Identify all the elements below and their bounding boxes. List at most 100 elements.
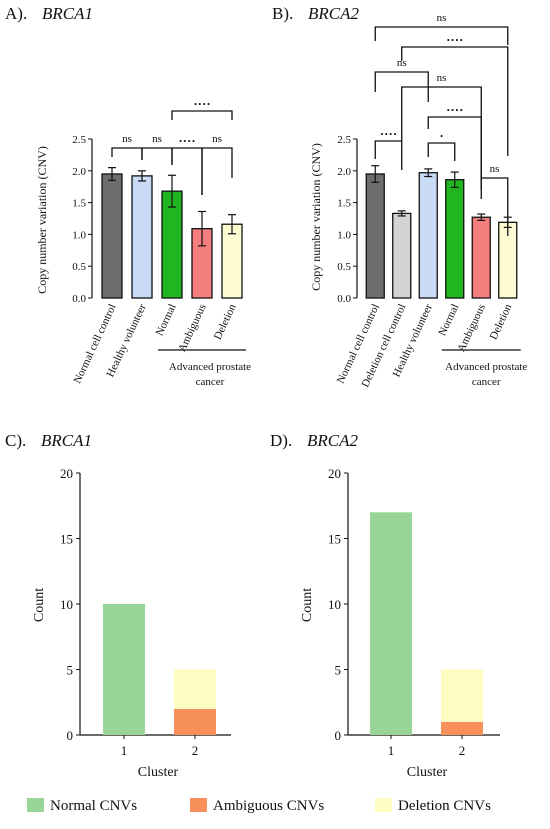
significance-bracket <box>141 147 173 165</box>
x-tick-label: 1 <box>121 743 128 758</box>
stacked-bar-segment <box>370 512 412 735</box>
significance-label: ···· <box>380 126 397 141</box>
panel-b-ylabel: Copy number variation (CNV) <box>309 143 323 291</box>
panel-c-ylabel: Count <box>32 588 47 622</box>
legend-swatch-deletion <box>375 798 392 812</box>
y-tick-label: 0.0 <box>72 293 86 305</box>
significance-label: ns <box>490 163 500 175</box>
bar <box>221 223 243 299</box>
significance-label: ns <box>212 133 222 145</box>
bar <box>418 172 438 299</box>
y-tick-label: 10 <box>328 597 341 612</box>
y-tick-label: 20 <box>60 466 73 481</box>
significance-label: ns <box>437 12 447 24</box>
x-tick-label: 2 <box>192 743 199 758</box>
y-tick-label: 0.5 <box>72 261 86 273</box>
legend-label-normal: Normal CNVs <box>50 798 137 814</box>
group-label: Advanced prostate <box>169 361 251 373</box>
significance-bracket <box>374 140 403 170</box>
legend-label-deletion: Deletion CNVs <box>398 798 491 814</box>
significance-bracket <box>374 71 429 102</box>
panel-a-ylabel: Copy number variation (CNV) <box>35 146 49 294</box>
y-tick-label: 0.5 <box>337 261 351 273</box>
y-tick-label: 1.0 <box>337 229 351 241</box>
significance-bracket <box>111 147 143 160</box>
y-tick-label: 5 <box>67 663 74 678</box>
significance-label: ···· <box>446 32 463 47</box>
legend-swatch-normal <box>27 798 44 812</box>
y-tick-label: 10 <box>60 597 73 612</box>
group-label: cancer <box>196 376 225 388</box>
stacked-bar-segment <box>441 721 483 735</box>
bar <box>365 173 385 299</box>
significance-bracket <box>171 147 203 195</box>
panel-d-letter: D). <box>270 431 292 450</box>
panel-d-ylabel: Count <box>300 588 315 622</box>
panel-c-gene: BRCA1 <box>41 431 92 450</box>
panel-d-plot: 0 5 10 15 20 1 2 <box>328 466 500 758</box>
panel-a-letter: A). <box>5 4 27 23</box>
bar <box>101 173 123 299</box>
y-tick-label: 15 <box>328 532 341 547</box>
x-category-label: Ambiguous <box>176 302 209 354</box>
panel-c-xlabel: Cluster <box>138 765 179 780</box>
y-tick-label: 1.0 <box>72 229 86 241</box>
stacked-bar-segment <box>103 604 145 735</box>
y-tick-label: 0 <box>67 728 74 743</box>
y-tick-label: 20 <box>328 466 341 481</box>
x-category-label: Normal <box>154 302 179 338</box>
significance-label: ns <box>397 57 407 69</box>
bar <box>131 175 153 299</box>
bar <box>445 179 465 299</box>
significance-bracket <box>171 110 233 120</box>
y-tick-label: 0 <box>335 728 342 743</box>
significance-label: ns <box>122 133 132 145</box>
panel-c-letter: C). <box>5 431 26 450</box>
significance-bracket <box>374 26 509 45</box>
significance-label: · <box>439 128 443 143</box>
x-tick-label: 1 <box>388 743 395 758</box>
y-tick-label: 2.5 <box>72 134 86 146</box>
bar <box>392 212 412 299</box>
significance-label: ···· <box>193 96 210 111</box>
panel-b-gene: BRCA2 <box>308 4 359 23</box>
stacked-bar-segment <box>174 708 216 735</box>
stacked-bar-segment <box>174 669 216 709</box>
x-tick-label: 2 <box>459 743 466 758</box>
y-tick-label: 1.5 <box>72 198 86 210</box>
group-label: Advanced prostate <box>445 361 527 373</box>
y-tick-label: 2.0 <box>72 166 86 178</box>
panel-d-gene: BRCA2 <box>307 431 358 450</box>
significance-bracket <box>401 86 482 182</box>
legend: Normal CNVs Ambiguous CNVs Deletion CNVs <box>27 798 491 814</box>
y-tick-label: 0.0 <box>337 293 351 305</box>
significance-label: ns <box>152 133 162 145</box>
x-category-label: Normal <box>436 302 461 338</box>
panel-d-xlabel: Cluster <box>407 765 448 780</box>
x-category-label: Deletion <box>212 302 239 342</box>
significance-label: ns <box>437 72 447 84</box>
panel-b-letter: B). <box>272 4 293 23</box>
stacked-bar-segment <box>441 669 483 722</box>
x-category-label: Deletion <box>488 302 515 342</box>
bar <box>471 216 491 299</box>
x-category-label: Ambiguous <box>455 302 488 354</box>
legend-label-ambiguous: Ambiguous CNVs <box>213 798 324 814</box>
y-tick-label: 2.5 <box>337 134 351 146</box>
significance-bracket <box>427 142 456 161</box>
y-tick-label: 1.5 <box>337 198 351 210</box>
group-label: cancer <box>472 376 501 388</box>
panel-c-plot: 0 5 10 15 20 1 2 <box>60 466 231 758</box>
panel-a-gene: BRCA1 <box>42 4 93 23</box>
significance-bracket <box>201 147 233 195</box>
y-tick-label: 2.0 <box>337 166 351 178</box>
significance-bracket <box>401 46 509 156</box>
y-tick-label: 5 <box>335 663 342 678</box>
significance-label: ···· <box>446 102 463 117</box>
y-tick-label: 15 <box>60 532 73 547</box>
significance-label: ···· <box>178 133 195 148</box>
legend-swatch-ambiguous <box>190 798 207 812</box>
